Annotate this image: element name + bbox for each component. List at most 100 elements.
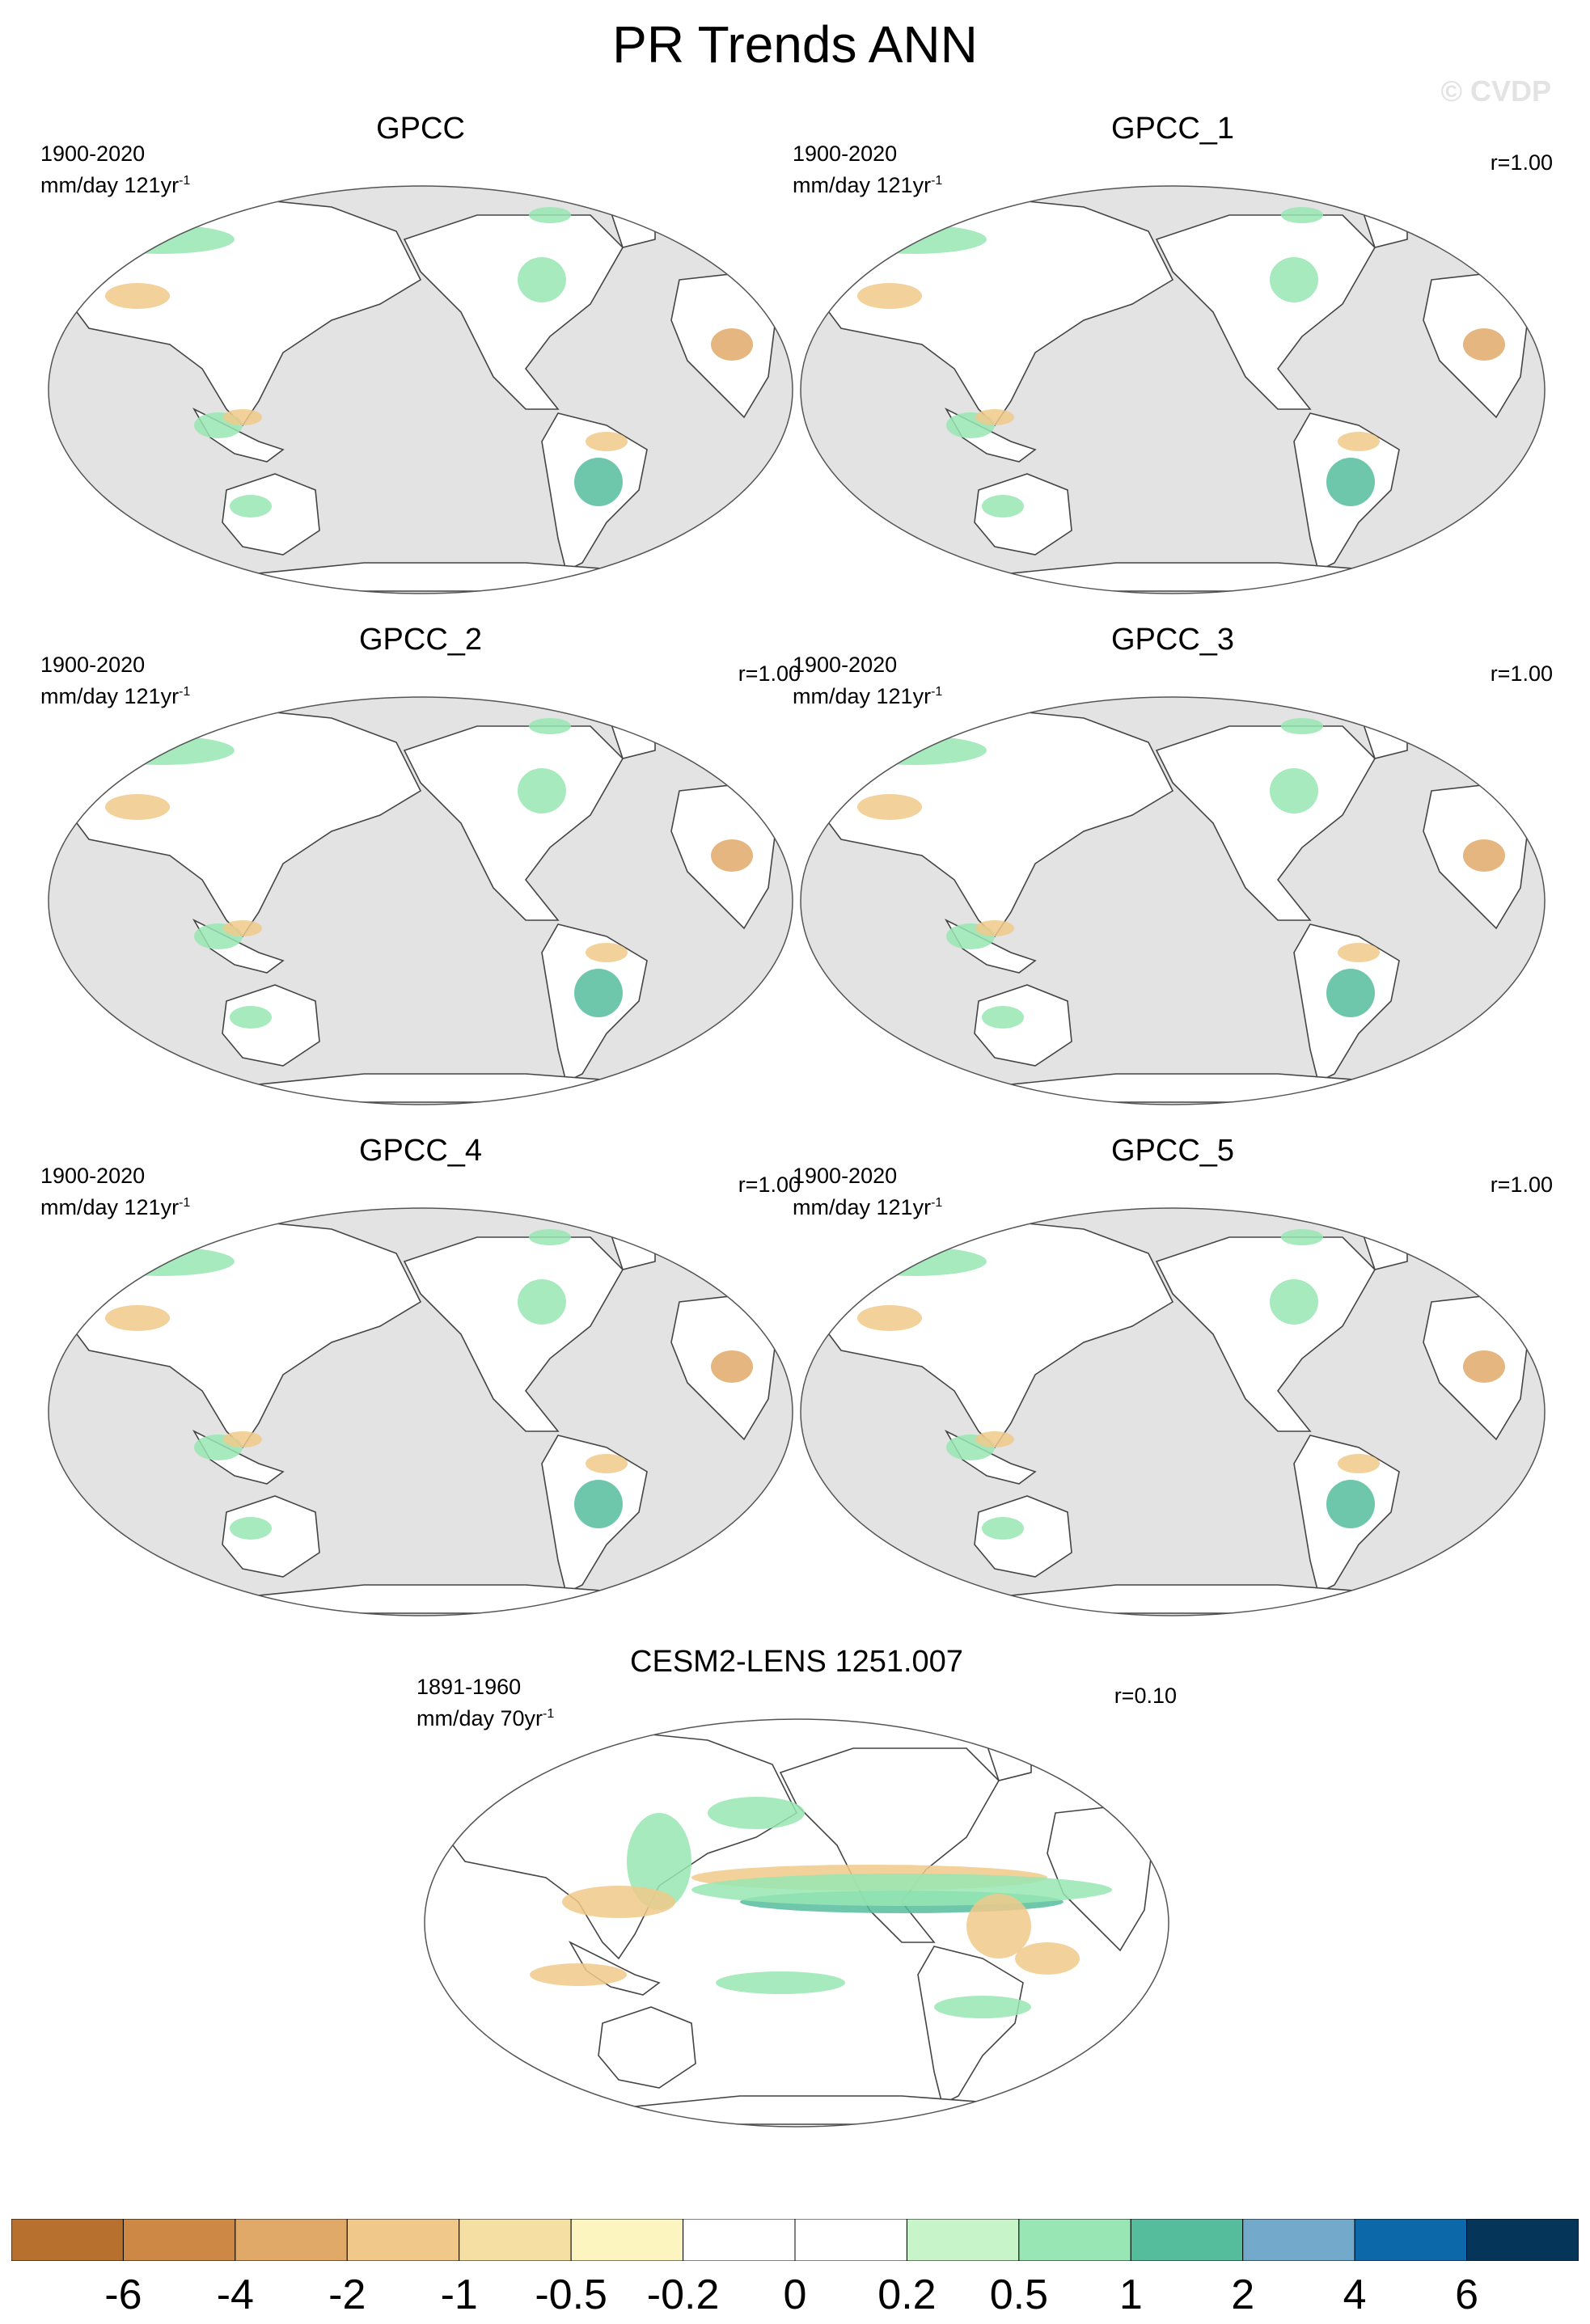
trend-shading	[230, 495, 272, 518]
colorbar-label: -0.2	[646, 2271, 720, 2318]
panel-period-units: 1900-2020 mm/day 121yr-1	[40, 141, 190, 199]
trend-shading	[1281, 1229, 1323, 1245]
trend-shading	[518, 1279, 566, 1325]
colorbar-label: 2	[1231, 2271, 1255, 2318]
colorbar-swatch	[1018, 2219, 1131, 2261]
landmass-samerica	[917, 1946, 1024, 2106]
panel-units: mm/day 121yr-1	[40, 1195, 191, 1219]
trend-shading	[711, 328, 753, 361]
colorbar-label: -1	[440, 2271, 478, 2318]
colorbar	[11, 2219, 1579, 2261]
cvdp-watermark: © CVDP	[1440, 74, 1551, 108]
trend-shading	[857, 794, 922, 820]
trend-shading	[1326, 1480, 1375, 1528]
panel-correlation: r=1.00	[738, 1173, 801, 1197]
panel-units-exponent: -1	[931, 1196, 943, 1210]
colorbar-label: 4	[1343, 2271, 1367, 2318]
trend-shading	[1015, 1942, 1080, 1975]
trend-shading	[704, 209, 736, 254]
trend-shading	[574, 969, 623, 1017]
panel-units-exponent: -1	[179, 174, 191, 188]
trend-shading	[1463, 1350, 1505, 1383]
landmass-namerica	[403, 1236, 624, 1432]
colorbar-swatch	[1242, 2219, 1355, 2261]
world-map	[800, 696, 1546, 1105]
panel-title: GPCC_2	[358, 623, 483, 657]
panel-title: GPCC_1	[1110, 112, 1235, 146]
landmass-namerica	[403, 214, 624, 410]
landmass-australia	[598, 2006, 696, 2089]
colorbar-swatch	[459, 2219, 572, 2261]
trend-shading	[105, 794, 170, 820]
trend-shading	[230, 1517, 272, 1540]
trend-shading	[1326, 458, 1375, 506]
panel-period: 1900-2020	[40, 653, 146, 677]
trend-shading	[1338, 432, 1380, 451]
landmass-namerica	[1155, 725, 1376, 921]
trend-shading	[530, 1963, 627, 1986]
trend-shading	[1270, 1279, 1318, 1325]
panel-units-exponent: -1	[931, 174, 943, 188]
map-border	[800, 696, 1546, 1105]
colorbar-label: 0	[783, 2271, 807, 2318]
panel-period-units: 1900-2020 mm/day 121yr-1	[793, 141, 942, 199]
panel-correlation: r=1.00	[1490, 1173, 1553, 1197]
trend-shading	[574, 458, 623, 506]
colorbar-label: 0.2	[877, 2271, 937, 2318]
trend-shading	[1281, 718, 1323, 734]
panel-correlation: r=1.00	[1490, 150, 1553, 175]
trend-shading	[841, 1247, 987, 1276]
figure-title: PR Trends ANN	[612, 15, 978, 74]
trend-shading	[1456, 1231, 1488, 1276]
map-panel: GPCC_4 1900-2020 mm/day 121yr-1 r=1.00	[40, 1134, 801, 1619]
trend-shading	[586, 943, 628, 962]
colorbar-swatch	[1130, 2219, 1244, 2261]
panel-title: GPCC_3	[1110, 623, 1235, 657]
trend-shading	[704, 1231, 736, 1276]
world-map	[424, 1718, 1169, 2128]
trend-shading	[841, 225, 987, 254]
panel-title: GPCC	[376, 112, 465, 146]
trend-shading	[518, 768, 566, 813]
map-border	[48, 185, 793, 594]
trend-shading	[934, 1996, 1031, 2018]
map-panel: GPCC_3 1900-2020 mm/day 121yr-1 r=1.00	[793, 623, 1553, 1108]
map-border	[48, 696, 793, 1105]
trend-shading	[223, 920, 262, 936]
panel-title: GPCC_4	[358, 1134, 483, 1168]
panel-units: mm/day 121yr-1	[793, 1195, 943, 1219]
trend-shading	[966, 1894, 1031, 1958]
map-border	[800, 185, 1546, 594]
colorbar-swatch	[235, 2219, 348, 2261]
panel-title: GPCC_5	[1110, 1134, 1235, 1168]
map-panel: GPCC_1 1900-2020 mm/day 121yr-1 r=1.00	[793, 112, 1553, 597]
panel-units-exponent: -1	[543, 1707, 555, 1721]
panel-units: mm/day 70yr-1	[417, 1706, 555, 1730]
panel-period-units: 1900-2020 mm/day 121yr-1	[40, 1163, 190, 1221]
colorbar-label: 1	[1118, 2271, 1143, 2318]
trend-shading	[708, 1797, 805, 1829]
panel-units-exponent: -1	[179, 1196, 191, 1210]
map-panel: GPCC_2 1900-2020 mm/day 121yr-1 r=1.00	[40, 623, 801, 1108]
trend-shading	[562, 1886, 675, 1918]
world-map	[48, 185, 793, 594]
colorbar-label: -2	[328, 2271, 366, 2318]
trend-shading	[711, 839, 753, 872]
panel-period: 1900-2020	[40, 1164, 146, 1188]
panel-correlation: r=1.00	[738, 661, 801, 686]
panel-correlation: r=0.10	[1114, 1684, 1177, 1708]
map-panel: GPCC_5 1900-2020 mm/day 121yr-1 r=1.00	[793, 1134, 1553, 1619]
trend-shading	[1338, 1454, 1380, 1473]
trend-shading	[982, 1006, 1024, 1029]
colorbar-label: -6	[104, 2271, 142, 2318]
trend-shading	[704, 720, 736, 765]
trend-shading	[89, 225, 235, 254]
colorbar-swatch	[683, 2219, 796, 2261]
map-border	[48, 1207, 793, 1616]
landmass-namerica	[403, 725, 624, 921]
trend-shading	[1456, 209, 1488, 254]
trend-shading	[89, 736, 235, 765]
world-map	[48, 696, 793, 1105]
trend-shading	[841, 736, 987, 765]
map-panel: GPCC 1900-2020 mm/day 121yr-1	[40, 112, 801, 597]
